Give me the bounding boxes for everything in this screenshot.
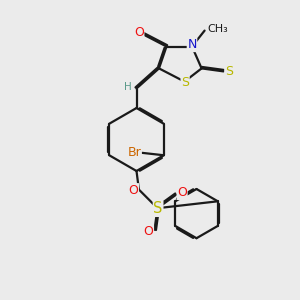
Text: N: N <box>187 38 197 52</box>
Text: S: S <box>181 76 189 89</box>
Text: Br: Br <box>128 146 141 159</box>
Text: O: O <box>134 26 144 39</box>
Text: H: H <box>124 82 131 92</box>
Text: S: S <box>225 65 233 78</box>
Text: S: S <box>153 201 163 216</box>
Text: O: O <box>177 186 187 200</box>
Text: O: O <box>129 184 138 197</box>
Text: CH₃: CH₃ <box>207 24 228 34</box>
Text: O: O <box>144 225 153 238</box>
